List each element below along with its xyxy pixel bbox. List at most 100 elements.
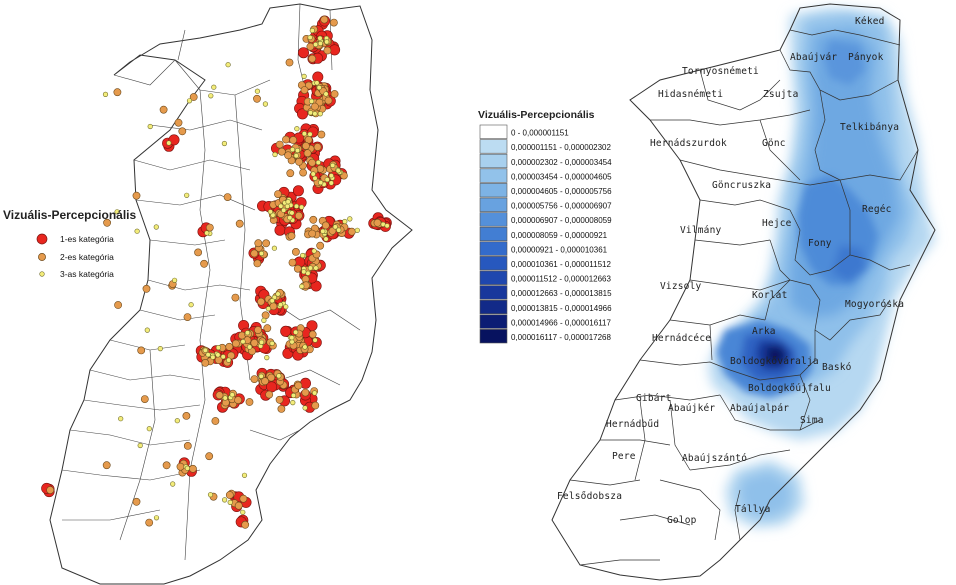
settlement-label: Tállya — [735, 504, 771, 515]
point-category-3 — [222, 395, 228, 401]
point-category-2 — [132, 497, 141, 506]
right-density-map: Kéked Abaújvár Pányok Tornyosnémeti Hidasném… — [551, 3, 936, 581]
point-category-3 — [271, 245, 278, 251]
point-category-3 — [290, 392, 297, 399]
settlement-label: Gibárt — [636, 393, 672, 404]
legend-swatch-3 — [479, 168, 508, 183]
point-category-2 — [310, 102, 319, 111]
point-category-3 — [323, 236, 329, 242]
point-category-2 — [321, 221, 330, 230]
point-category-2 — [277, 147, 286, 156]
point-category-2 — [308, 54, 317, 63]
point-category-2 — [182, 411, 191, 420]
point-category-3 — [328, 180, 334, 186]
point-category-2 — [132, 191, 141, 200]
point-category-2 — [288, 258, 297, 267]
settlement-label: Kéked — [855, 16, 885, 27]
point-category-3 — [307, 110, 314, 116]
left-municipal-borders — [61, 3, 361, 561]
legend-label-9: 0,000010361 - 0,000011512 — [511, 260, 611, 269]
point-category-2 — [223, 193, 232, 201]
settlement-labels: Kéked Abaújvár Pányok Tornyosnémeti Hidasném… — [557, 16, 904, 526]
point-category-2 — [320, 15, 329, 24]
point-category-3 — [269, 298, 275, 304]
point-category-3 — [323, 91, 329, 97]
point-category-3 — [134, 228, 140, 234]
point-category-3 — [225, 62, 231, 68]
point-category-3 — [317, 35, 323, 41]
point-category-2 — [194, 248, 202, 257]
point-category-3 — [229, 392, 235, 398]
point-category-3 — [166, 140, 172, 146]
point-category-3 — [221, 140, 227, 147]
point-category-2 — [174, 118, 183, 127]
point-category-3 — [210, 354, 216, 360]
point-category-2 — [205, 452, 214, 461]
category-points — [41, 15, 392, 529]
settlement-label: Hernádcéce — [652, 333, 711, 344]
point-category-3 — [283, 304, 289, 310]
point-category-3 — [307, 265, 314, 271]
point-category-3 — [312, 111, 318, 117]
point-category-3 — [301, 73, 307, 79]
point-category-3 — [278, 203, 284, 209]
point-category-2 — [261, 311, 270, 320]
point-category-3 — [307, 131, 313, 137]
point-category-3 — [342, 218, 348, 225]
point-category-2 — [293, 264, 302, 273]
legend-swatch-2 — [479, 153, 508, 169]
legend-label-3: 0,000003454 - 0,000004605 — [511, 172, 612, 181]
point-category-3 — [328, 173, 334, 179]
point-category-3 — [147, 123, 153, 130]
point-category-3 — [240, 509, 246, 515]
point-category-3 — [320, 228, 326, 234]
point-category-3 — [269, 340, 275, 347]
point-category-2 — [313, 143, 322, 151]
point-category-3 — [244, 330, 251, 336]
point-category-3 — [188, 302, 194, 308]
point-category-2 — [254, 239, 263, 248]
point-category-2 — [300, 86, 309, 94]
point-category-2 — [239, 494, 248, 503]
point-category-2 — [103, 218, 111, 227]
point-category-3 — [293, 329, 299, 335]
point-category-2 — [205, 223, 214, 232]
settlement-label: Baskó — [822, 362, 852, 373]
legend-label-5: 0,000005756 - 0,000006907 — [511, 202, 612, 211]
point-category-2 — [137, 346, 146, 355]
point-category-2 — [303, 149, 312, 158]
point-category-2 — [200, 259, 208, 268]
settlement-label: Hejce — [762, 218, 792, 229]
settlement-label: Hidasnémeti — [658, 89, 723, 100]
legend-label-10: 0,000011512 - 0,000012663 — [511, 275, 611, 284]
point-category-2 — [282, 135, 290, 144]
legend-swatch-10 — [479, 270, 508, 285]
point-category-3 — [302, 344, 308, 350]
legend-swatch-0 — [479, 124, 508, 139]
settlement-label: Mogyoróska — [845, 299, 904, 310]
point-category-2 — [309, 215, 318, 224]
legend-label-2: 0,000002302 - 0,000003454 — [511, 158, 612, 167]
point-category-2 — [286, 169, 295, 178]
point-category-3 — [259, 339, 265, 345]
point-category-2 — [189, 93, 198, 101]
settlement-label: Tornyosnémeti — [682, 66, 759, 77]
legend-swatch-9 — [479, 256, 508, 271]
point-category-2 — [201, 358, 210, 367]
point-category-2 — [294, 381, 303, 390]
point-category-3 — [118, 416, 124, 422]
point-category-3 — [284, 203, 291, 209]
point-category-2 — [159, 105, 168, 114]
point-category-3 — [314, 80, 320, 86]
point-category-2 — [323, 46, 332, 55]
left-legend: Vizuális-Percepcionális 1-es kategória 2… — [3, 208, 136, 279]
point-category-3 — [311, 248, 317, 254]
right-region-boundary — [551, 3, 936, 581]
legend-label-cat1: 1-es kategória — [60, 234, 114, 244]
point-category-3 — [215, 352, 221, 358]
point-category-3 — [261, 317, 267, 324]
point-category-2 — [317, 130, 326, 139]
point-category-3 — [272, 151, 278, 158]
point-category-2 — [142, 284, 151, 293]
point-category-3 — [157, 346, 163, 352]
